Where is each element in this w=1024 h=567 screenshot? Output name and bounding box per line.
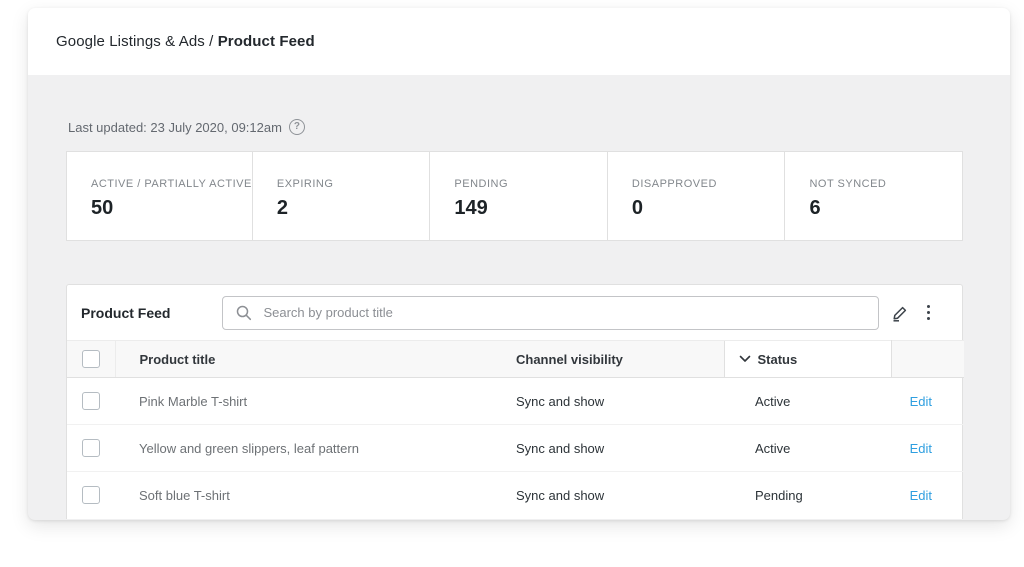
channel-visibility-cell: Sync and show (516, 487, 605, 503)
last-updated-text: Last updated: 23 July 2020, 09:12am (68, 119, 282, 135)
product-feed-card: Google Listings & Ads / Product Feed Las… (28, 8, 1010, 520)
breadcrumb-root[interactable]: Google Listings & Ads (56, 33, 205, 50)
card-body: Last updated: 23 July 2020, 09:12am ? Ac… (28, 75, 1010, 519)
kebab-menu-icon (926, 305, 930, 320)
row-checkbox[interactable] (82, 392, 100, 410)
product-feed-panel: Product Feed (66, 284, 964, 519)
last-updated-row: Last updated: 23 July 2020, 09:12am ? (68, 119, 972, 135)
stat-label: Active / Partially active (91, 178, 252, 190)
column-header-actions (891, 340, 964, 378)
row-checkbox[interactable] (82, 486, 100, 505)
stat-active: Active / Partially active 50 (67, 152, 252, 240)
pencil-icon (893, 306, 907, 322)
stat-value: 6 (809, 197, 821, 219)
table-row: Soft blue T-shirt Sync and show Pending … (67, 472, 964, 519)
edit-link[interactable]: Edit (909, 393, 932, 409)
table-row: Yellow and green slippers, leaf pattern … (67, 424, 964, 472)
edit-link[interactable]: Edit (909, 440, 932, 456)
stat-value: 149 (454, 197, 488, 219)
table-header-row: Product title Channel visibility Status (67, 340, 964, 378)
edit-columns-button[interactable] (886, 299, 914, 327)
edit-link[interactable]: Edit (909, 487, 932, 503)
column-header-channel-visibility[interactable]: Channel visibility (500, 340, 724, 378)
stat-expiring: Expiring 2 (251, 152, 430, 240)
select-all-checkbox[interactable] (81, 350, 100, 368)
status-cell: Pending (755, 487, 803, 503)
stat-not-synced: Not synced 6 (784, 152, 962, 240)
search-icon (237, 305, 252, 320)
stat-value: 2 (276, 197, 288, 219)
product-title-cell: Soft blue T-shirt (139, 487, 230, 503)
channel-visibility-cell: Sync and show (500, 424, 724, 472)
chevron-down-icon (739, 355, 750, 363)
channel-visibility-cell: Sync and show (500, 377, 724, 425)
feed-toolbar: Product Feed (67, 285, 962, 340)
stat-pending: Pending 149 (429, 152, 607, 240)
column-header-status-label: Status (757, 351, 798, 367)
help-icon[interactable]: ? (288, 119, 305, 135)
more-options-button[interactable] (914, 299, 942, 327)
product-title-cell: Yellow and green slippers, leaf pattern (115, 424, 500, 472)
stat-disapproved: Disapproved 0 (606, 152, 785, 240)
product-title-cell: Pink Marble T-shirt (115, 377, 500, 425)
status-cell: Active (724, 377, 891, 425)
row-checkbox[interactable] (82, 439, 100, 457)
product-feed-table: Product title Channel visibility Status (67, 340, 964, 519)
stat-label: Expiring (276, 178, 334, 190)
breadcrumb-separator: / (209, 33, 218, 50)
feed-title: Product Feed (81, 304, 171, 321)
column-header-status[interactable]: Status (723, 340, 892, 378)
column-header-product-title[interactable]: Product title (115, 340, 500, 378)
search-input[interactable] (222, 295, 880, 330)
card-header: Google Listings & Ads / Product Feed (28, 8, 1010, 75)
stats-summary: Active / Partially active 50 Expiring 2 … (66, 151, 963, 241)
page-title: Product Feed (217, 33, 315, 50)
stat-value: 50 (91, 197, 114, 219)
breadcrumb: Google Listings & Ads / Product Feed (56, 33, 315, 50)
stat-value: 0 (631, 197, 644, 219)
stat-label: Not synced (809, 178, 887, 190)
stat-label: Disapproved (631, 178, 717, 190)
help-glyph: ? (293, 121, 300, 132)
search-box (222, 295, 880, 330)
stat-label: Pending (454, 178, 509, 190)
status-cell: Active (724, 424, 891, 472)
table-row: Pink Marble T-shirt Sync and show Active… (67, 377, 964, 425)
